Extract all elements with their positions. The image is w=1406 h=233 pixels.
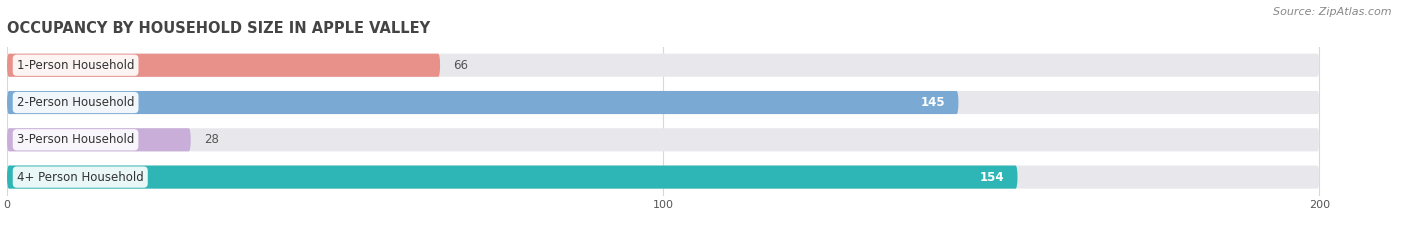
FancyBboxPatch shape — [7, 54, 440, 77]
Text: 1-Person Household: 1-Person Household — [17, 59, 135, 72]
FancyBboxPatch shape — [7, 128, 1319, 151]
FancyBboxPatch shape — [7, 165, 1319, 189]
Text: OCCUPANCY BY HOUSEHOLD SIZE IN APPLE VALLEY: OCCUPANCY BY HOUSEHOLD SIZE IN APPLE VAL… — [7, 21, 430, 36]
FancyBboxPatch shape — [7, 91, 1319, 114]
Text: 28: 28 — [204, 133, 219, 146]
Text: Source: ZipAtlas.com: Source: ZipAtlas.com — [1274, 7, 1392, 17]
Text: 2-Person Household: 2-Person Household — [17, 96, 135, 109]
Text: 145: 145 — [921, 96, 945, 109]
FancyBboxPatch shape — [7, 54, 1319, 77]
Text: 3-Person Household: 3-Person Household — [17, 133, 134, 146]
Text: 4+ Person Household: 4+ Person Household — [17, 171, 143, 184]
FancyBboxPatch shape — [7, 165, 1018, 189]
FancyBboxPatch shape — [7, 128, 191, 151]
Text: 66: 66 — [453, 59, 468, 72]
Text: 154: 154 — [980, 171, 1004, 184]
FancyBboxPatch shape — [7, 91, 959, 114]
